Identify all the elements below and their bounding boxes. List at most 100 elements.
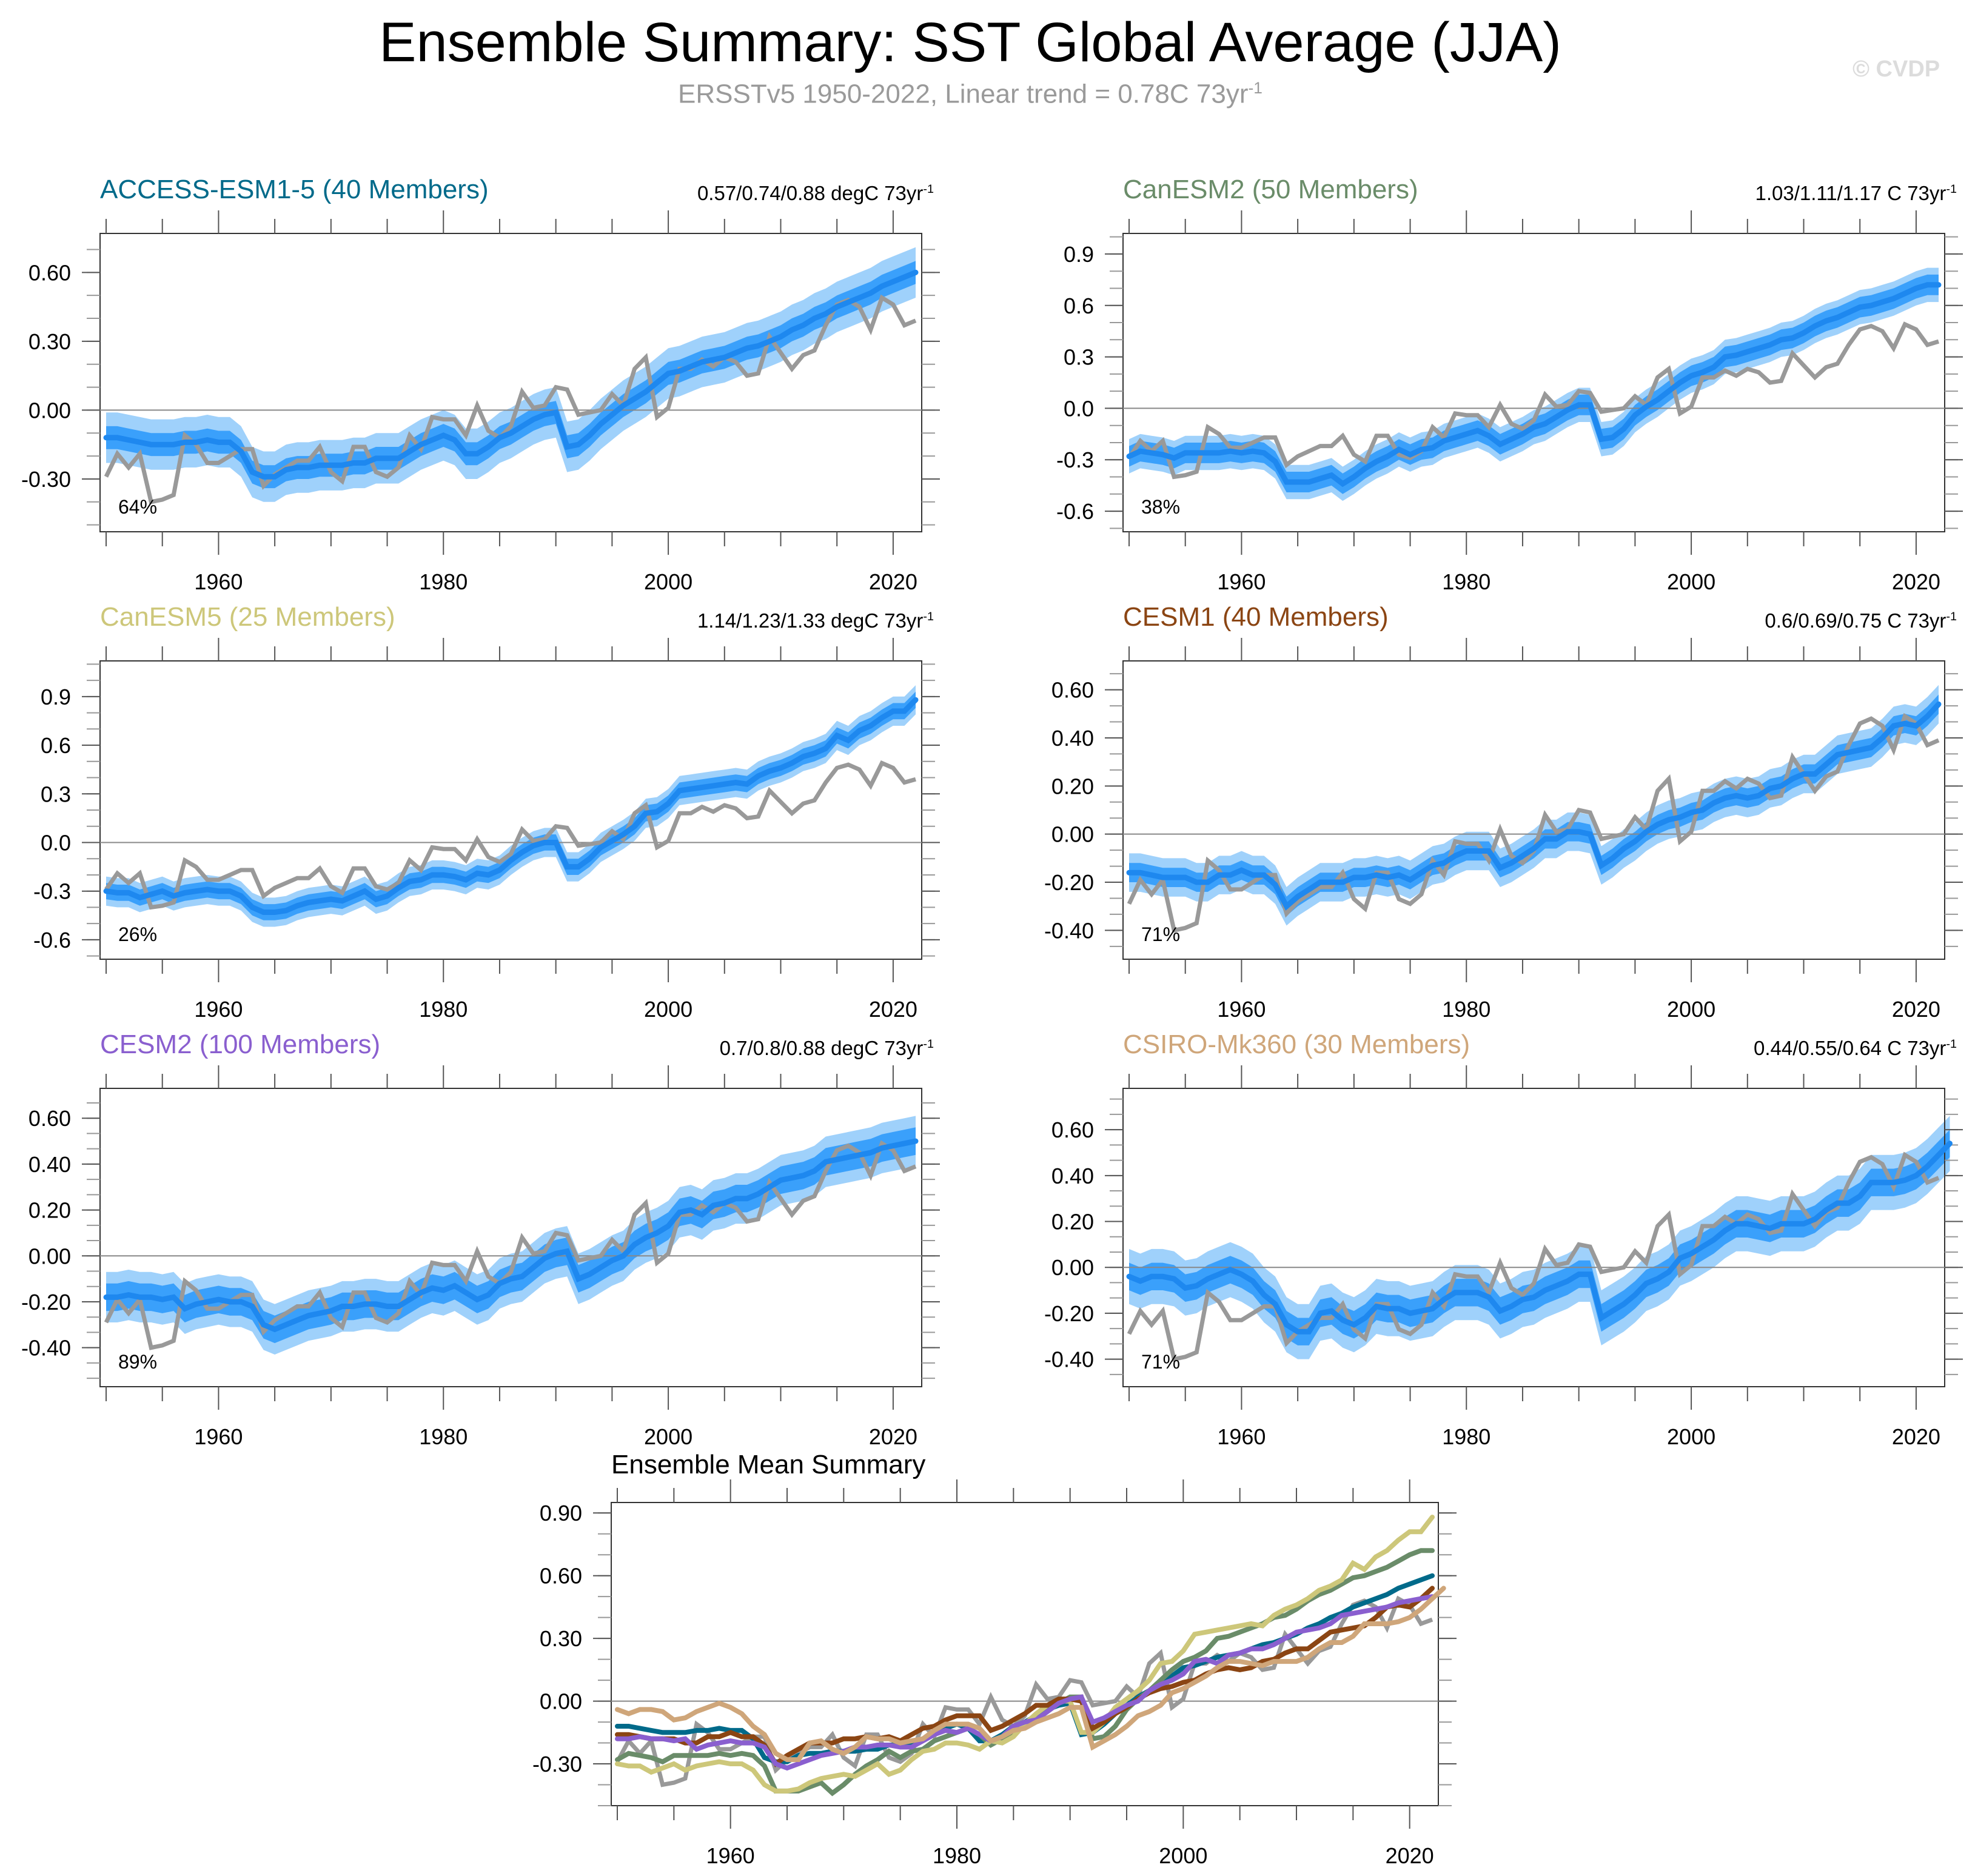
- summary-ytick-label: 0.30: [540, 1626, 582, 1651]
- canesm2-ytick-label: 0.0: [1064, 396, 1094, 421]
- access-xtick-label: 2000: [644, 569, 692, 594]
- trend-cesm2: 0.7/0.8/0.88 degC 73yr-1: [546, 1037, 934, 1060]
- cesm2-band-25-75: [106, 1127, 916, 1344]
- trend-canesm2-sup: -1: [1946, 183, 1957, 196]
- chart-summary: Ensemble Mean Summary 1960 1980 2000 2020 -0.…: [532, 1450, 1457, 1868]
- cesm1-ensemble-mean-line: [1126, 701, 1942, 911]
- canesm5-ytick-label: 0.0: [41, 830, 71, 855]
- canesm5-xtick-label: 1960: [194, 997, 243, 1022]
- trend-cesm2-text: 0.7/0.8/0.88 degC 73yr: [719, 1037, 924, 1059]
- trend-access-sup: -1: [923, 183, 934, 196]
- trend-canesm5-sup: -1: [923, 610, 934, 623]
- csiro-band-25-75: [1129, 1130, 1950, 1345]
- access-frame: [99, 233, 922, 532]
- trend-cesm1-sup: -1: [1946, 610, 1957, 623]
- csiro-ytick-label: 0.60: [1051, 1117, 1094, 1142]
- canesm5-observed-line: [104, 760, 916, 910]
- summary-line-cesm2: [615, 1594, 1435, 1771]
- figure-title: Ensemble Summary: SST Global Average (JJ…: [379, 12, 1561, 73]
- csiro-xtick-label: 2020: [1892, 1424, 1940, 1449]
- canesm2-xtick-label: 1960: [1217, 569, 1266, 594]
- panel-title-canesm5: CanESM5 (25 Members): [100, 602, 395, 632]
- csiro-xtick-label: 2000: [1667, 1424, 1715, 1449]
- canesm2-ytick-label: -0.3: [1056, 447, 1094, 472]
- cesm2-frame: [99, 1088, 922, 1387]
- cesm1-xtick-label: 1980: [1442, 997, 1490, 1022]
- cesm1-ytick-label: -0.40: [1044, 918, 1094, 943]
- csiro-ytick-label: -0.40: [1044, 1347, 1094, 1372]
- chart-access: 1960 1980 2000 2020 -0.30 0.00 0.30 0.60 64%: [21, 210, 940, 594]
- canesm5-band-10-90: [106, 685, 916, 927]
- summary-ytick-label: 0.90: [540, 1501, 582, 1526]
- cesm1-ytick-label: 0.40: [1051, 726, 1094, 751]
- chart-csiro: 1960 1980 2000 2020 -0.40 -0.20 0.00 0.20 0.40 0.…: [1044, 1065, 1963, 1449]
- cesm1-frame: [1122, 660, 1945, 960]
- canesm2-ytick-label: -0.6: [1056, 499, 1094, 524]
- canesm5-ytick-label: 0.6: [41, 733, 71, 758]
- access-percent-label: 64%: [118, 496, 157, 518]
- csiro-ensemble-mean-line: [1126, 1141, 1953, 1335]
- trend-canesm5: 1.14/1.23/1.33 degC 73yr-1: [546, 609, 934, 632]
- canesm5-ensemble-mean-line: [103, 697, 919, 915]
- cesm1-xtick-label: 1960: [1217, 997, 1266, 1022]
- canesm5-ytick-label: 0.9: [41, 685, 71, 709]
- panel-title-access: ACCESS-ESM1-5 (40 Members): [100, 175, 489, 204]
- summary-title: Ensemble Mean Summary: [611, 1450, 925, 1479]
- access-xtick-label: 2020: [869, 569, 917, 594]
- canesm5-band-25-75: [106, 691, 916, 920]
- cesm1-ytick-label: 0.60: [1051, 678, 1094, 703]
- summary-xtick-label: 2000: [1159, 1843, 1207, 1868]
- cesm2-band-10-90: [106, 1116, 916, 1355]
- cesm2-ytick-label: -0.20: [21, 1290, 71, 1315]
- cesm2-ytick-label: 0.00: [29, 1244, 71, 1268]
- canesm5-xtick-label: 1980: [419, 997, 468, 1022]
- panel-title-csiro: CSIRO-Mk360 (30 Members): [1123, 1030, 1470, 1059]
- canesm2-frame: [1122, 233, 1945, 532]
- chart-cesm1: 1960 1980 2000 2020 -0.40 -0.20 0.00 0.20 0.40 0.…: [1044, 638, 1963, 1022]
- csiro-ytick-label: -0.20: [1044, 1301, 1094, 1326]
- access-xtick-label: 1980: [419, 569, 468, 594]
- chart-canesm2: 1960 1980 2000 2020 -0.6 -0.3 0.0 0.3 0.6 0.9 38%: [1056, 210, 1963, 594]
- cesm1-ytick-label: -0.20: [1044, 870, 1094, 895]
- trend-canesm2-text: 1.03/1.11/1.17 C 73yr: [1755, 182, 1946, 204]
- canesm2-band-10-90: [1129, 267, 1939, 501]
- csiro-observed-line: [1127, 1151, 1940, 1362]
- cesm2-percent-label: 89%: [118, 1351, 157, 1373]
- canesm5-ytick-label: -0.6: [33, 928, 71, 953]
- summary-xtick-label: 2020: [1386, 1843, 1434, 1868]
- access-band-10-90: [106, 247, 916, 502]
- canesm2-observed-line: [1127, 321, 1940, 480]
- trend-csiro-sup: -1: [1946, 1037, 1957, 1051]
- summary-ytick-label: 0.60: [540, 1564, 582, 1589]
- cesm1-percent-label: 71%: [1141, 923, 1180, 945]
- summary-ytick-label: 0.00: [540, 1689, 582, 1714]
- canesm2-percent-label: 38%: [1141, 496, 1180, 518]
- csiro-ytick-label: 0.40: [1051, 1164, 1094, 1188]
- trend-cesm1: 0.6/0.69/0.75 C 73yr-1: [1569, 609, 1957, 632]
- cesm2-xtick-label: 1980: [419, 1424, 468, 1449]
- cesm1-band-10-90: [1129, 685, 1939, 926]
- canesm2-xtick-label: 2020: [1892, 569, 1940, 594]
- canesm2-ytick-label: 0.6: [1064, 293, 1094, 318]
- canesm2-xtick-label: 1980: [1442, 569, 1490, 594]
- access-ensemble-mean-line: [103, 269, 919, 480]
- access-xtick-label: 1960: [194, 569, 243, 594]
- csiro-band-10-90: [1129, 1116, 1950, 1359]
- access-ytick-label: 0.30: [29, 329, 71, 354]
- trend-canesm2: 1.03/1.11/1.17 C 73yr-1: [1569, 182, 1957, 205]
- cesm1-ytick-label: 0.00: [1051, 822, 1094, 847]
- cesm2-xtick-label: 2020: [869, 1424, 917, 1449]
- cesm2-ensemble-mean-line: [103, 1138, 919, 1333]
- cesm1-observed-line: [1127, 712, 1940, 933]
- csiro-ytick-label: 0.00: [1051, 1255, 1094, 1280]
- access-ytick-label: -0.30: [21, 467, 71, 492]
- canesm2-ytick-label: 0.3: [1064, 345, 1094, 370]
- canesm2-xtick-label: 2000: [1667, 569, 1715, 594]
- csiro-percent-label: 71%: [1141, 1351, 1180, 1373]
- summary-line-cesm1: [615, 1586, 1435, 1767]
- cesm2-ytick-label: -0.40: [21, 1336, 71, 1361]
- canesm5-ytick-label: 0.3: [41, 782, 71, 806]
- chart-cesm2: 1960 1980 2000 2020 -0.40 -0.20 0.00 0.20 0.40 0.…: [21, 1065, 940, 1449]
- panel-title-cesm2: CESM2 (100 Members): [100, 1030, 381, 1059]
